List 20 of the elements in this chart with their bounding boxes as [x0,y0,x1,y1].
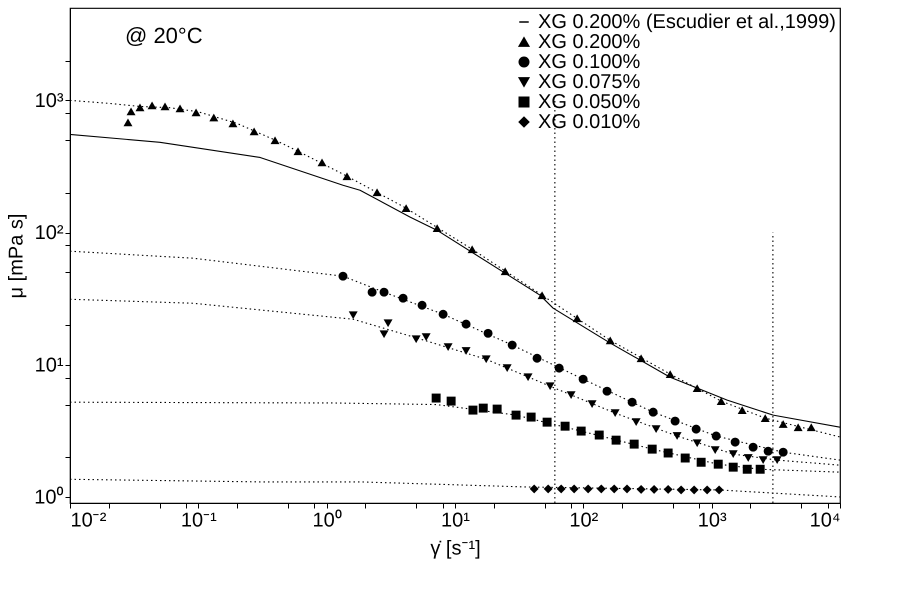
legend-label: XG 0.200% [538,31,640,53]
x-tick-label: 10⁰ [312,508,342,532]
x-axis-title: γ̇ [s⁻¹] [430,538,481,560]
x-tick-label: 10² [569,510,599,532]
y-axis-title: μ [mPa s] [5,214,28,298]
y-tick-label: 10¹ [34,354,64,376]
x-tick-label: 10³ [698,510,727,532]
y-tick-label: 10³ [34,90,64,112]
x-tick-label: 10¹ [441,510,470,532]
legend-label: XG 0.200% (Escudier et al.,1999) [538,11,836,33]
x-tick-label: 10⁻² [70,510,107,532]
annotation: @ 20°C [125,23,203,48]
y-tick-label: 10² [34,222,64,244]
x-tick-label: 10⁴ [810,510,840,532]
legend-label: XG 0.010% [538,111,640,133]
legend-label: XG 0.075% [538,71,640,93]
legend-label: XG 0.050% [538,91,640,113]
legend-label: XG 0.100% [538,51,640,73]
x-tick-label: 10⁻¹ [180,510,218,532]
y-tick-label: 10⁰ [34,485,64,508]
